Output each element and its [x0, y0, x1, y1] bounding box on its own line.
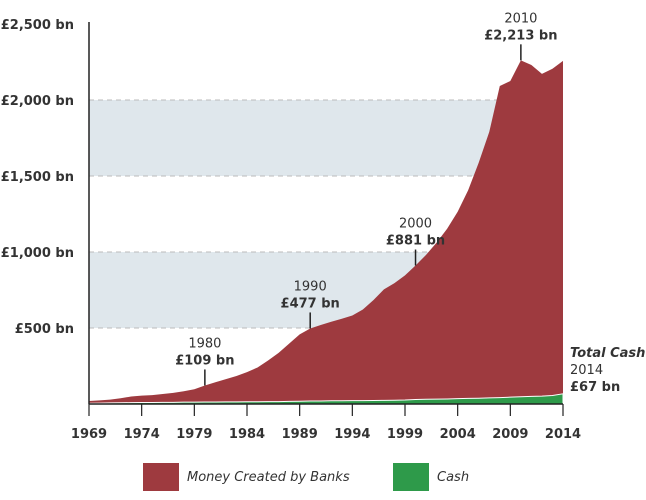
legend-item-banks: Money Created by Banks	[143, 463, 350, 491]
y-tick-label: £1,000 bn	[1, 246, 74, 261]
x-tick-label: 2014	[545, 427, 581, 442]
legend-item-cash: Cash	[393, 463, 469, 491]
x-tick-label: 1994	[334, 427, 370, 442]
legend-label-cash: Cash	[437, 469, 470, 485]
series-area-cash	[88, 393, 564, 405]
y-tick-label: £1,500 bn	[1, 170, 74, 185]
legend-label-banks: Money Created by Banks	[187, 469, 350, 485]
annotation-value: £881 bn	[386, 234, 445, 249]
cash-note-value: £67 bn	[570, 380, 620, 395]
x-tick-label: 1989	[282, 427, 318, 442]
legend-swatch-cash	[393, 463, 429, 491]
annotation-year: 2000	[399, 217, 432, 232]
y-tick-label: £2,000 bn	[1, 94, 74, 109]
annotation-year: 1990	[294, 279, 327, 294]
x-tick-label: 1979	[176, 427, 212, 442]
x-tick-label: 2009	[492, 427, 528, 442]
legend-swatch-banks	[143, 463, 179, 491]
x-tick-label: 1974	[124, 427, 160, 442]
cash-note-year: 2014	[570, 363, 603, 378]
series-area-banks	[89, 60, 563, 404]
x-tick-label: 2004	[440, 427, 476, 442]
annotation-year: 2010	[504, 11, 537, 26]
y-tick-label: £500 bn	[15, 322, 74, 337]
y-tick-label: £2,500 bn	[1, 18, 74, 33]
x-tick-label: 1999	[387, 427, 423, 442]
cash-note-title: Total Cash	[570, 346, 645, 361]
annotation-value: £109 bn	[175, 353, 234, 368]
x-tick-label: 1969	[71, 427, 107, 442]
annotation-year: 1980	[188, 336, 221, 351]
annotation-value: £2,213 bn	[484, 28, 557, 43]
x-tick-label: 1984	[229, 427, 265, 442]
annotation-value: £477 bn	[281, 296, 340, 311]
